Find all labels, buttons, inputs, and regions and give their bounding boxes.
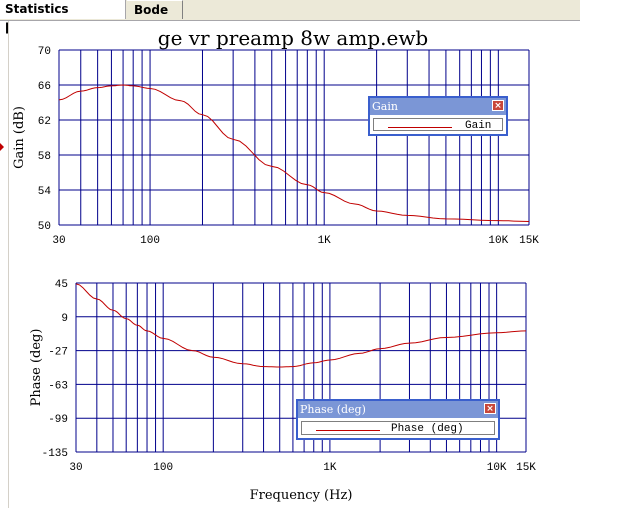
y-tick-label: 9 — [61, 313, 68, 325]
bode-plot-panel: ge vr preamp 8w amp.ewb 70 66 62 58 54 50 30 10… — [8, 21, 579, 508]
x-tick-label: 10K — [487, 462, 507, 474]
phase-legend-swatch — [316, 430, 380, 431]
splitter-arrow-icon — [0, 143, 4, 151]
phase-legend-title: Phase (deg) — [298, 401, 498, 418]
close-icon[interactable]: × — [492, 100, 504, 111]
tab-statistics-analog[interactable]: Statistics [Analog] — [0, 0, 126, 35]
phase-legend-entry: Phase (deg) — [301, 421, 495, 435]
phase-legend-label: Phase (deg) — [391, 423, 464, 435]
series-line — [75, 283, 527, 368]
series-line — [58, 84, 530, 222]
y-tick-label: 50 — [38, 221, 51, 233]
y-tick-label: -27 — [48, 347, 68, 359]
y-tick-label: -99 — [48, 414, 68, 426]
phase-legend[interactable]: Phase (deg) × Phase (deg) — [296, 399, 500, 440]
gain-legend-label: Gain — [465, 120, 492, 132]
x-tick-label: 15K — [519, 235, 539, 247]
gain-legend-swatch — [388, 127, 452, 128]
x-tick-label: 30 — [69, 462, 82, 474]
x-tick-label: 100 — [153, 462, 173, 474]
x-tick-label: 10K — [488, 235, 508, 247]
y-tick-label: 70 — [38, 46, 51, 58]
y-tick-label: 62 — [38, 116, 51, 128]
y-tick-label: 58 — [38, 151, 51, 163]
y-axis-label: Phase (deg) — [29, 329, 44, 407]
tab-bar: Statistics [Analog] Bode — [0, 0, 580, 35]
x-axis-label: Frequency (Hz) — [250, 488, 353, 503]
gain-legend-title: Gain — [370, 98, 506, 115]
y-tick-label: -63 — [48, 380, 68, 392]
x-tick-label: 1K — [323, 462, 337, 474]
tab-bode[interactable]: Bode — [127, 0, 183, 19]
y-tick-label: -135 — [42, 448, 68, 460]
x-tick-label: 1K — [318, 235, 332, 247]
x-tick-label: 15K — [516, 462, 536, 474]
gain-legend[interactable]: Gain × Gain — [368, 96, 508, 136]
gain-legend-entry: Gain — [373, 118, 503, 132]
x-tick-label: 100 — [140, 235, 160, 247]
plot-title: ge vr preamp 8w amp.ewb — [158, 26, 428, 50]
y-tick-label: 45 — [55, 279, 68, 291]
y-axis-label: Gain (dB) — [12, 106, 27, 169]
x-tick-label: 30 — [52, 235, 65, 247]
close-icon[interactable]: × — [484, 403, 496, 414]
y-tick-label: 66 — [38, 81, 51, 93]
y-tick-label: 54 — [38, 186, 52, 198]
